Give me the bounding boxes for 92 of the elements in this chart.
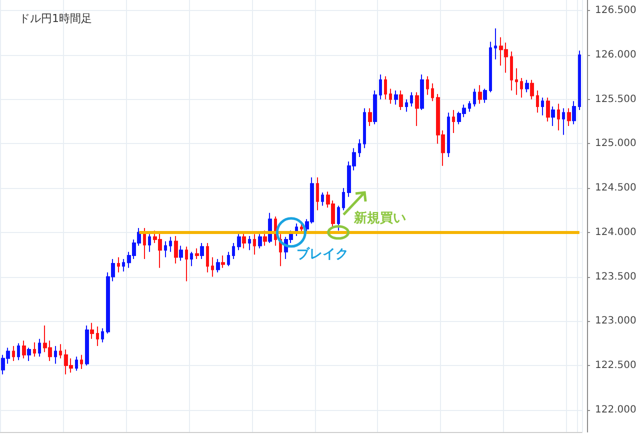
- y-tick-label: 123.000: [595, 316, 636, 327]
- candlestick: [489, 41, 492, 93]
- candlestick: [431, 82, 434, 102]
- candlestick: [525, 79, 529, 93]
- candlestick: [101, 328, 104, 343]
- candlestick: [567, 108, 571, 126]
- candlestick: [478, 84, 482, 104]
- candlestick: [117, 256, 120, 273]
- candlestick: [216, 258, 220, 273]
- candlestick: [164, 240, 167, 258]
- candlestick: [263, 230, 267, 246]
- text: ドル円1時間足: [19, 12, 92, 25]
- y-tick-label: 126.000: [595, 50, 636, 60]
- candlestick: [258, 234, 262, 249]
- candlestick: [337, 205, 340, 232]
- candlestick: [248, 235, 251, 251]
- candlestick: [447, 112, 450, 158]
- candlestick: [190, 251, 193, 267]
- candlestick: [169, 236, 172, 252]
- candlestick: [54, 345, 57, 364]
- candlestick: [562, 108, 565, 136]
- candlestick: [33, 342, 36, 358]
- candlestick: [415, 92, 419, 126]
- candlestick: [358, 138, 361, 158]
- candlestick: [452, 109, 455, 134]
- candlestick: [85, 325, 89, 366]
- candlestick: [206, 242, 209, 273]
- candlestick: [143, 227, 146, 260]
- candlestick: [379, 74, 382, 100]
- candlestick: [321, 192, 324, 206]
- candlestick: [122, 258, 125, 272]
- candlestick: [420, 74, 424, 110]
- candlestick: [200, 242, 204, 260]
- y-tick-label: 122.000: [595, 404, 636, 416]
- candlestick: [578, 50, 581, 110]
- candlestick: [75, 356, 78, 372]
- candlestick: [546, 97, 550, 122]
- candlestick: [530, 79, 534, 100]
- candlestick: [227, 251, 230, 267]
- candlestick: [221, 254, 225, 268]
- candlestick: [96, 326, 99, 346]
- candlestick: [520, 78, 523, 98]
- y-tick-label: 124.000: [595, 226, 636, 238]
- candlestick: [389, 88, 392, 104]
- candlestick: [59, 344, 62, 359]
- candlestick: [515, 68, 518, 96]
- candlestick: [12, 345, 15, 362]
- candlestick: [237, 234, 241, 251]
- candlestick: [185, 246, 188, 282]
- y-tick-label: 125.500: [595, 94, 636, 105]
- candlestick: [179, 245, 183, 262]
- candlestick: [38, 338, 41, 358]
- y-tick-label: 122.500: [595, 360, 636, 371]
- candlestick: [195, 248, 199, 260]
- candlestick: [373, 90, 377, 125]
- candlestick: [541, 97, 544, 116]
- candlestick: [17, 342, 20, 361]
- candlestick: [384, 76, 387, 100]
- candlestick: [80, 354, 83, 370]
- candlestick: [316, 176, 319, 211]
- candlestick: [536, 90, 539, 114]
- candlestick: [148, 234, 151, 252]
- candlestick: [410, 92, 413, 107]
- candlestick: [494, 28, 497, 60]
- candlestick: [394, 90, 398, 106]
- y-tick-label: 124.500: [595, 182, 636, 194]
- candlestick: [557, 103, 560, 131]
- candlestick: [232, 242, 235, 260]
- annotation: ブレイク: [296, 246, 348, 262]
- candlestick: [242, 232, 246, 249]
- annotation: 新規買い: [353, 210, 406, 226]
- candlestick: [253, 234, 256, 256]
- candlestick: [27, 347, 31, 362]
- candlestick: [426, 76, 429, 96]
- candlestick: [510, 50, 513, 91]
- candlestick: [22, 340, 26, 359]
- y-tick-label: 126.500: [595, 5, 636, 16]
- candlestick: [174, 235, 178, 264]
- candlestick: [572, 100, 576, 125]
- candlestick: [551, 106, 555, 126]
- candlestick: [399, 90, 403, 110]
- candlestick: [468, 100, 471, 112]
- candlestick: [90, 322, 94, 340]
- candlestick: [363, 108, 366, 149]
- candlestick: [368, 108, 372, 126]
- candlestick: [483, 88, 487, 104]
- candlestick: [211, 256, 214, 278]
- candlestick: [405, 98, 408, 112]
- y-tick-label: 125.000: [595, 138, 636, 150]
- candlestick: [473, 88, 476, 107]
- y-tick-label: 123.500: [595, 271, 636, 282]
- candlestick: [342, 188, 345, 211]
